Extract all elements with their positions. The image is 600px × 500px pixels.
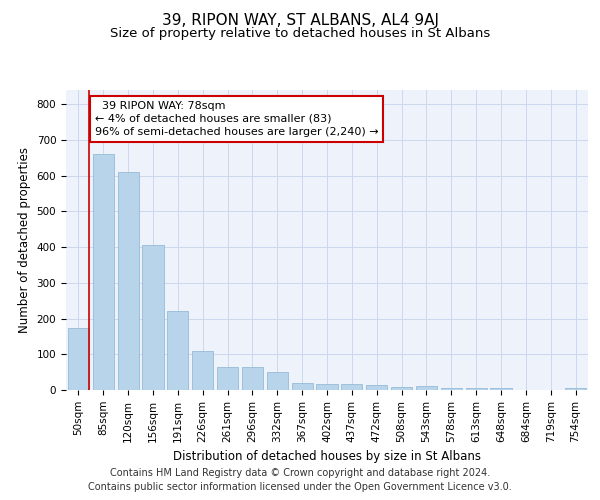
Bar [416,386,437,390]
Y-axis label: Number of detached properties: Number of detached properties [18,147,31,333]
Bar [441,388,462,390]
Text: 39, RIPON WAY, ST ALBANS, AL4 9AJ: 39, RIPON WAY, ST ALBANS, AL4 9AJ [161,12,439,28]
Bar [267,372,288,390]
Bar [118,172,139,390]
Bar [68,328,89,390]
Bar [192,350,213,390]
Text: Contains HM Land Registry data © Crown copyright and database right 2024.
Contai: Contains HM Land Registry data © Crown c… [88,468,512,492]
Text: Size of property relative to detached houses in St Albans: Size of property relative to detached ho… [110,28,490,40]
Bar [242,367,263,390]
Bar [167,312,188,390]
Bar [490,388,512,390]
Text: 39 RIPON WAY: 78sqm  
← 4% of detached houses are smaller (83)
96% of semi-detac: 39 RIPON WAY: 78sqm ← 4% of detached hou… [95,100,378,137]
Bar [316,384,338,390]
Bar [217,367,238,390]
Bar [93,154,114,390]
Bar [341,384,362,390]
Bar [391,387,412,390]
X-axis label: Distribution of detached houses by size in St Albans: Distribution of detached houses by size … [173,450,481,463]
Bar [142,246,164,390]
Bar [565,388,586,390]
Bar [292,383,313,390]
Bar [366,386,387,390]
Bar [466,388,487,390]
